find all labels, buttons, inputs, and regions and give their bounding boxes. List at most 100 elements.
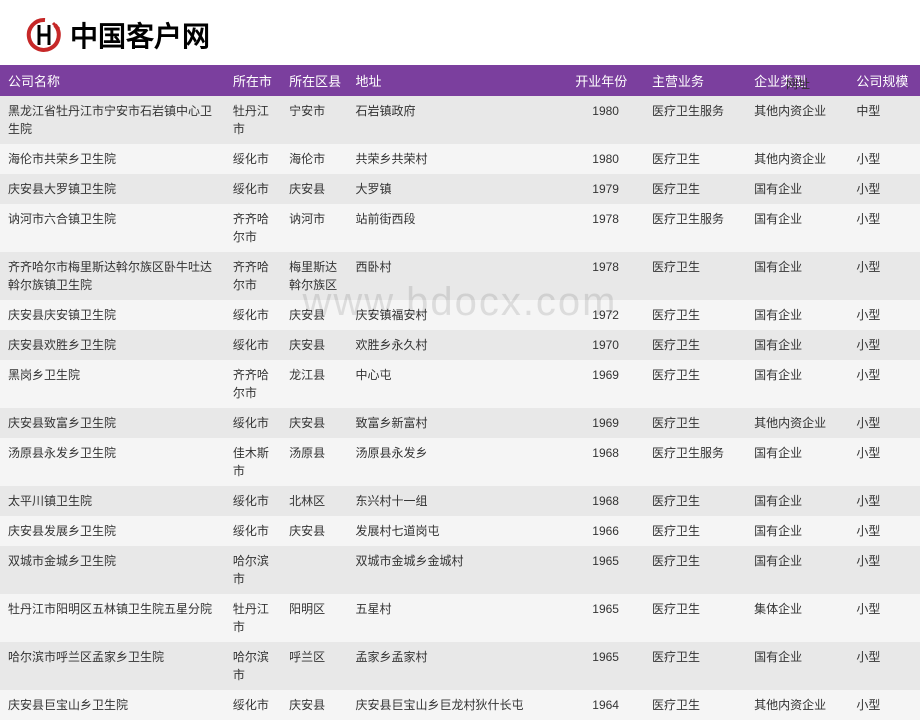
cell-type: 其他内资企业 bbox=[746, 408, 848, 438]
cell-year: 1979 bbox=[567, 174, 644, 204]
cell-district: 庆安县 bbox=[281, 300, 347, 330]
cell-address: 东兴村十一组 bbox=[348, 486, 568, 516]
cell-year: 1968 bbox=[567, 486, 644, 516]
cell-scale: 小型 bbox=[848, 144, 920, 174]
table-row: 黑岗乡卫生院齐齐哈尔市龙江县中心屯1969医疗卫生国有企业小型 bbox=[0, 360, 920, 408]
cell-business: 医疗卫生 bbox=[644, 330, 746, 360]
cell-scale: 中型 bbox=[848, 96, 920, 144]
cell-scale: 小型 bbox=[848, 516, 920, 546]
cell-business: 医疗卫生 bbox=[644, 690, 746, 720]
cell-address: 中心屯 bbox=[348, 360, 568, 408]
logo-icon bbox=[25, 15, 65, 55]
cell-business: 医疗卫生服务 bbox=[644, 96, 746, 144]
cell-type: 其他内资企业 bbox=[746, 144, 848, 174]
cell-type: 集体企业 bbox=[746, 594, 848, 642]
cell-city: 绥化市 bbox=[225, 690, 281, 720]
cell-business: 医疗卫生 bbox=[644, 516, 746, 546]
cell-type: 国有企业 bbox=[746, 252, 848, 300]
cell-address: 双城市金城乡金城村 bbox=[348, 546, 568, 594]
table-row: 庆安县发展乡卫生院绥化市庆安县发展村七道岗屯1966医疗卫生国有企业小型 bbox=[0, 516, 920, 546]
table-row: 庆安县庆安镇卫生院绥化市庆安县庆安镇福安村1972医疗卫生国有企业小型 bbox=[0, 300, 920, 330]
cell-type: 国有企业 bbox=[746, 516, 848, 546]
header-scale: 公司规模 bbox=[848, 65, 920, 96]
cell-year: 1969 bbox=[567, 360, 644, 408]
cell-scale: 小型 bbox=[848, 690, 920, 720]
cell-business: 医疗卫生 bbox=[644, 144, 746, 174]
cell-district: 海伦市 bbox=[281, 144, 347, 174]
cell-type: 国有企业 bbox=[746, 300, 848, 330]
cell-address: 共荣乡共荣村 bbox=[348, 144, 568, 174]
cell-city: 齐齐哈尔市 bbox=[225, 252, 281, 300]
cell-city: 绥化市 bbox=[225, 408, 281, 438]
cell-year: 1978 bbox=[567, 204, 644, 252]
cell-type: 国有企业 bbox=[746, 546, 848, 594]
cell-name: 庆安县巨宝山乡卫生院 bbox=[0, 690, 225, 720]
cell-name: 哈尔滨市呼兰区孟家乡卫生院 bbox=[0, 642, 225, 690]
cell-year: 1964 bbox=[567, 690, 644, 720]
cell-name: 太平川镇卫生院 bbox=[0, 486, 225, 516]
cell-business: 医疗卫生 bbox=[644, 252, 746, 300]
cell-address: 五星村 bbox=[348, 594, 568, 642]
cell-district: 庆安县 bbox=[281, 690, 347, 720]
logo-area: 中国客户网 bbox=[0, 0, 920, 65]
cell-city: 绥化市 bbox=[225, 330, 281, 360]
cell-district: 庆安县 bbox=[281, 330, 347, 360]
cell-district: 北林区 bbox=[281, 486, 347, 516]
cell-district: 庆安县 bbox=[281, 174, 347, 204]
cell-type: 国有企业 bbox=[746, 204, 848, 252]
table-row: 庆安县欢胜乡卫生院绥化市庆安县欢胜乡永久村1970医疗卫生国有企业小型 bbox=[0, 330, 920, 360]
table-row: 庆安县巨宝山乡卫生院绥化市庆安县庆安县巨宝山乡巨龙村狄什长屯1964医疗卫生其他… bbox=[0, 690, 920, 720]
table-row: 讷河市六合镇卫生院齐齐哈尔市讷河市站前街西段1978医疗卫生服务国有企业小型 bbox=[0, 204, 920, 252]
cell-scale: 小型 bbox=[848, 438, 920, 486]
cell-year: 1966 bbox=[567, 516, 644, 546]
cell-type: 其他内资企业 bbox=[746, 96, 848, 144]
cell-city: 佳木斯市 bbox=[225, 438, 281, 486]
cell-city: 哈尔滨市 bbox=[225, 546, 281, 594]
cell-district: 龙江县 bbox=[281, 360, 347, 408]
cell-name: 齐齐哈尔市梅里斯达斡尔族区卧牛吐达斡尔族镇卫生院 bbox=[0, 252, 225, 300]
cell-year: 1980 bbox=[567, 144, 644, 174]
cell-address: 大罗镇 bbox=[348, 174, 568, 204]
cell-type: 国有企业 bbox=[746, 174, 848, 204]
cell-year: 1965 bbox=[567, 594, 644, 642]
cell-address: 发展村七道岗屯 bbox=[348, 516, 568, 546]
cell-year: 1980 bbox=[567, 96, 644, 144]
header-district: 所在区县 bbox=[281, 65, 347, 96]
cell-city: 绥化市 bbox=[225, 300, 281, 330]
cell-scale: 小型 bbox=[848, 174, 920, 204]
cell-name: 庆安县欢胜乡卫生院 bbox=[0, 330, 225, 360]
cell-address: 站前街西段 bbox=[348, 204, 568, 252]
cell-business: 医疗卫生 bbox=[644, 360, 746, 408]
header-address: 地址 bbox=[348, 65, 568, 96]
cell-type: 其他内资企业 bbox=[746, 690, 848, 720]
cell-scale: 小型 bbox=[848, 642, 920, 690]
cell-type: 国有企业 bbox=[746, 360, 848, 408]
cell-name: 汤原县永发乡卫生院 bbox=[0, 438, 225, 486]
cell-city: 绥化市 bbox=[225, 144, 281, 174]
cell-name: 黑岗乡卫生院 bbox=[0, 360, 225, 408]
cell-name: 庆安县庆安镇卫生院 bbox=[0, 300, 225, 330]
cell-district: 宁安市 bbox=[281, 96, 347, 144]
table-row: 海伦市共荣乡卫生院绥化市海伦市共荣乡共荣村1980医疗卫生其他内资企业小型 bbox=[0, 144, 920, 174]
cell-year: 1968 bbox=[567, 438, 644, 486]
cell-city: 牡丹江市 bbox=[225, 594, 281, 642]
cell-year: 1978 bbox=[567, 252, 644, 300]
cell-business: 医疗卫生 bbox=[644, 594, 746, 642]
cell-address: 庆安县巨宝山乡巨龙村狄什长屯 bbox=[348, 690, 568, 720]
cell-type: 国有企业 bbox=[746, 642, 848, 690]
table-row: 太平川镇卫生院绥化市北林区东兴村十一组1968医疗卫生国有企业小型 bbox=[0, 486, 920, 516]
cell-business: 医疗卫生 bbox=[644, 174, 746, 204]
cell-city: 绥化市 bbox=[225, 486, 281, 516]
cell-type: 国有企业 bbox=[746, 330, 848, 360]
cell-district bbox=[281, 546, 347, 594]
table-row: 汤原县永发乡卫生院佳木斯市汤原县汤原县永发乡1968医疗卫生服务国有企业小型 bbox=[0, 438, 920, 486]
table-row: 齐齐哈尔市梅里斯达斡尔族区卧牛吐达斡尔族镇卫生院齐齐哈尔市梅里斯达斡尔族区西卧村… bbox=[0, 252, 920, 300]
cell-name: 牡丹江市阳明区五林镇卫生院五星分院 bbox=[0, 594, 225, 642]
cell-district: 庆安县 bbox=[281, 516, 347, 546]
table-row: 哈尔滨市呼兰区孟家乡卫生院哈尔滨市呼兰区孟家乡孟家村1965医疗卫生国有企业小型 bbox=[0, 642, 920, 690]
cell-district: 梅里斯达斡尔族区 bbox=[281, 252, 347, 300]
cell-name: 双城市金城乡卫生院 bbox=[0, 546, 225, 594]
cell-business: 医疗卫生服务 bbox=[644, 438, 746, 486]
cell-business: 医疗卫生 bbox=[644, 408, 746, 438]
cell-address: 欢胜乡永久村 bbox=[348, 330, 568, 360]
